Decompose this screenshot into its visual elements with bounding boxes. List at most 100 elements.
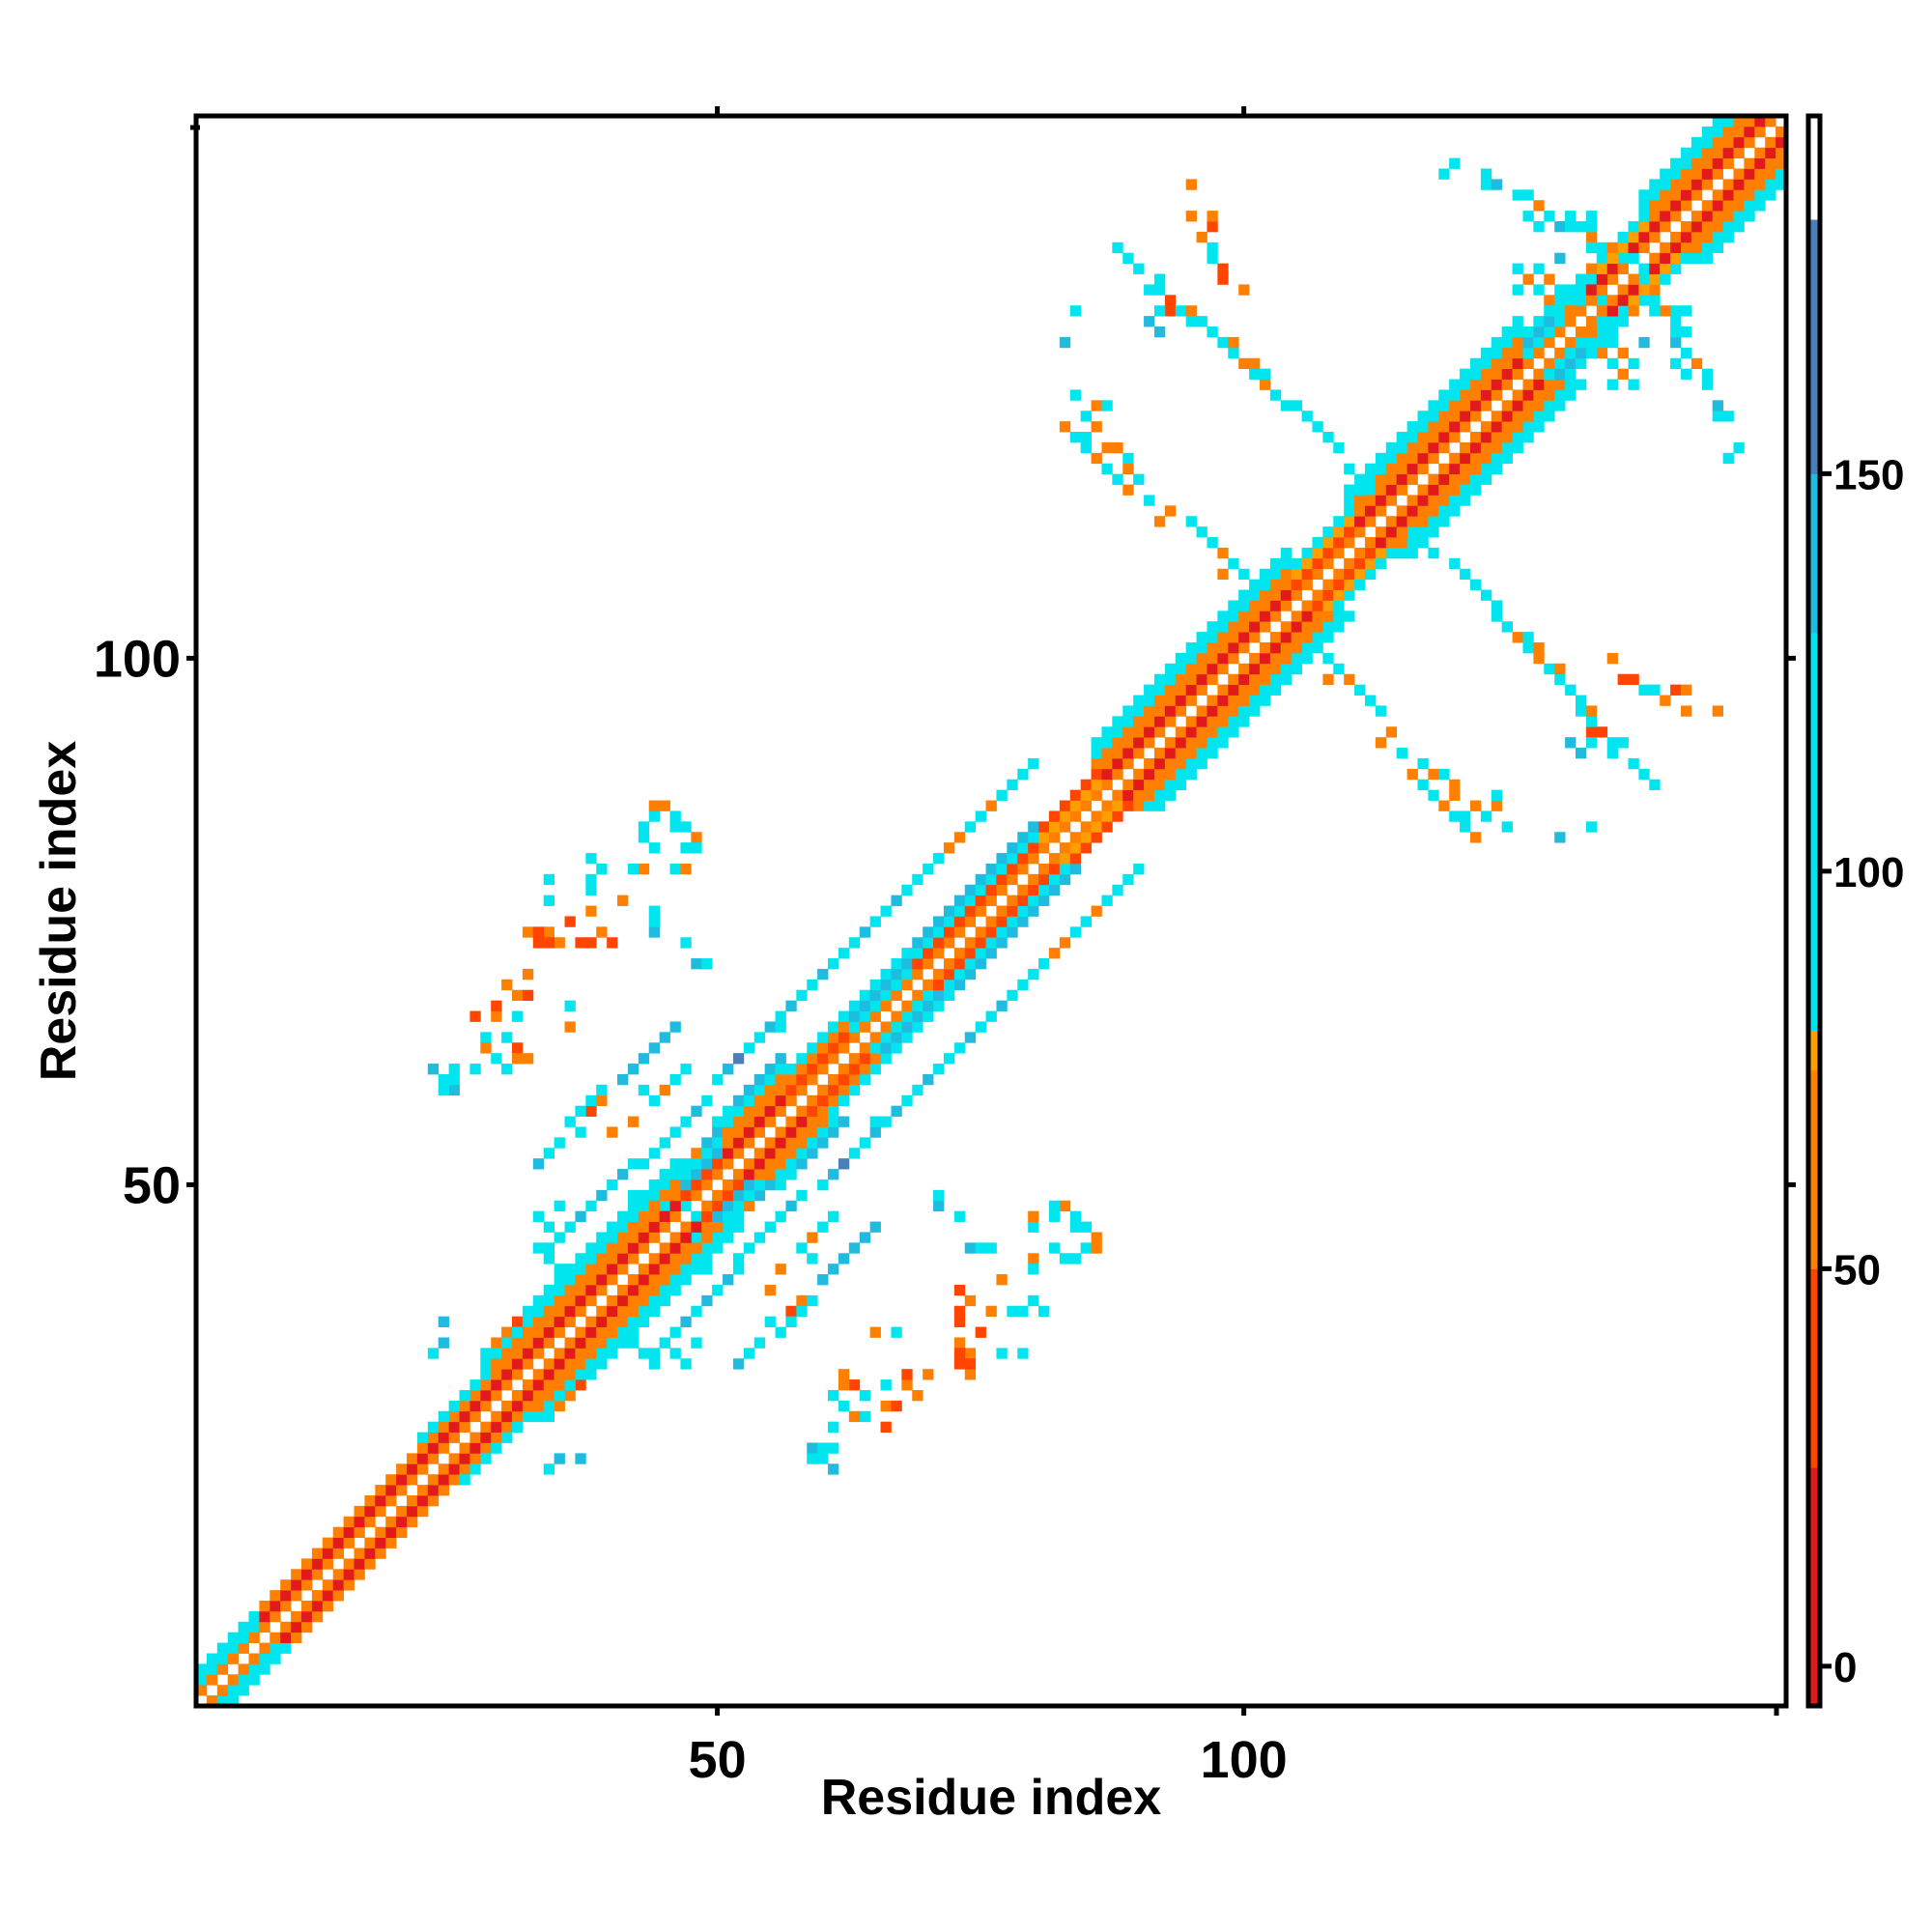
heatmap-cell	[817, 1221, 829, 1233]
heatmap-cell	[554, 1453, 565, 1464]
heatmap-cell	[491, 1421, 502, 1433]
heatmap-cell	[953, 926, 966, 938]
heatmap-cell	[1480, 441, 1492, 454]
heatmap-cell	[1606, 273, 1618, 285]
heatmap-cell	[1164, 737, 1177, 749]
heatmap-cell	[575, 1369, 586, 1380]
heatmap-cell	[543, 1284, 555, 1296]
heatmap-cell	[723, 1137, 734, 1149]
heatmap-cell	[859, 1000, 871, 1011]
heatmap-cell	[1217, 716, 1229, 727]
heatmap-cell	[1164, 684, 1177, 696]
heatmap-cell	[1438, 516, 1450, 527]
heatmap-cell	[1554, 295, 1566, 306]
heatmap-cell	[1175, 757, 1187, 770]
heatmap-cell	[375, 1526, 386, 1538]
heatmap-cell	[1333, 516, 1345, 527]
heatmap-cell	[985, 1305, 997, 1318]
heatmap-cell	[1101, 800, 1113, 811]
heatmap-cell	[1175, 768, 1187, 781]
heatmap-cell	[680, 842, 692, 854]
heatmap-cell	[1491, 379, 1503, 390]
heatmap-cell	[554, 1294, 565, 1307]
heatmap-cell	[469, 1064, 481, 1075]
heatmap-cell	[1744, 157, 1755, 169]
heatmap-cell	[1207, 716, 1218, 727]
heatmap-cell	[1469, 432, 1482, 443]
heatmap-cell	[1017, 842, 1029, 854]
heatmap-cell	[501, 1369, 513, 1380]
heatmap-cell	[596, 1264, 608, 1275]
heatmap-cell	[196, 1685, 208, 1696]
heatmap-cell	[532, 1305, 545, 1318]
heatmap-cell	[396, 1526, 408, 1538]
heatmap-cell	[701, 1221, 713, 1233]
heatmap-cell	[880, 905, 892, 917]
heatmap-cell	[543, 1242, 555, 1254]
heatmap-cell	[796, 1105, 808, 1117]
heatmap-cell	[1575, 347, 1587, 359]
heatmap-cell	[943, 1053, 955, 1065]
heatmap-cell	[1017, 895, 1029, 906]
heatmap-cell	[1522, 336, 1534, 349]
heatmap-cell	[596, 1316, 608, 1327]
heatmap-cell	[1396, 547, 1407, 559]
heatmap-cell	[1091, 905, 1102, 917]
heatmap-cell	[585, 884, 597, 896]
heatmap-cell	[912, 937, 923, 949]
heatmap-cell	[1628, 221, 1639, 233]
heatmap-cell	[427, 1348, 440, 1359]
heatmap-cell	[1228, 600, 1239, 611]
heatmap-cell	[1565, 357, 1577, 370]
heatmap-cell	[975, 873, 986, 886]
heatmap-cell	[469, 1453, 481, 1464]
heatmap-cell	[1596, 295, 1608, 306]
heatmap-cell	[953, 1042, 966, 1054]
heatmap-cell	[1007, 1305, 1018, 1318]
heatmap-cell	[1680, 147, 1692, 158]
heatmap-cell	[532, 1294, 545, 1307]
heatmap-cell	[648, 1253, 661, 1264]
heatmap-cell	[1217, 642, 1229, 654]
heatmap-cell	[1449, 557, 1461, 570]
heatmap-cell	[238, 1621, 249, 1634]
heatmap-cell	[985, 1242, 997, 1254]
heatmap-cell	[933, 916, 945, 927]
heatmap-cell	[1080, 779, 1092, 791]
heatmap-cell	[638, 1305, 650, 1318]
heatmap-cell	[1238, 600, 1250, 611]
heatmap-cell	[554, 1389, 565, 1402]
heatmap-cell	[311, 1558, 324, 1570]
heatmap-cell	[1491, 336, 1503, 349]
heatmap-cell	[1722, 452, 1734, 465]
heatmap-cell	[1617, 347, 1629, 359]
heatmap-cell	[1153, 327, 1166, 338]
heatmap-cell	[953, 1348, 966, 1359]
heatmap-cell	[1417, 495, 1429, 506]
heatmap-cell	[1701, 231, 1714, 243]
heatmap-cell	[1396, 432, 1407, 443]
heatmap-cell	[828, 1105, 839, 1117]
heatmap-cell	[923, 1369, 934, 1380]
heatmap-cell	[1112, 884, 1123, 896]
heatmap-cell	[438, 1316, 450, 1327]
heatmap-cell	[1565, 305, 1577, 317]
heatmap-cell	[1354, 495, 1366, 506]
heatmap-cell	[1417, 505, 1429, 517]
heatmap-cell	[712, 1158, 724, 1170]
heatmap-cell	[1101, 726, 1113, 738]
heatmap-cell	[575, 1274, 586, 1286]
heatmap-cell	[669, 1326, 681, 1338]
heatmap-cell	[1312, 611, 1323, 622]
heatmap-cell	[1670, 316, 1682, 327]
heatmap-cell	[869, 916, 881, 927]
heatmap-cell	[416, 1442, 429, 1454]
heatmap-cell	[1269, 389, 1282, 401]
heatmap-cell	[1059, 937, 1071, 949]
heatmap-cell	[1291, 400, 1302, 412]
heatmap-cell	[975, 926, 986, 938]
heatmap-cell	[554, 1232, 565, 1243]
heatmap-cell	[1280, 600, 1293, 611]
heatmap-cell	[807, 1232, 818, 1243]
heatmap-cell	[1596, 242, 1608, 254]
